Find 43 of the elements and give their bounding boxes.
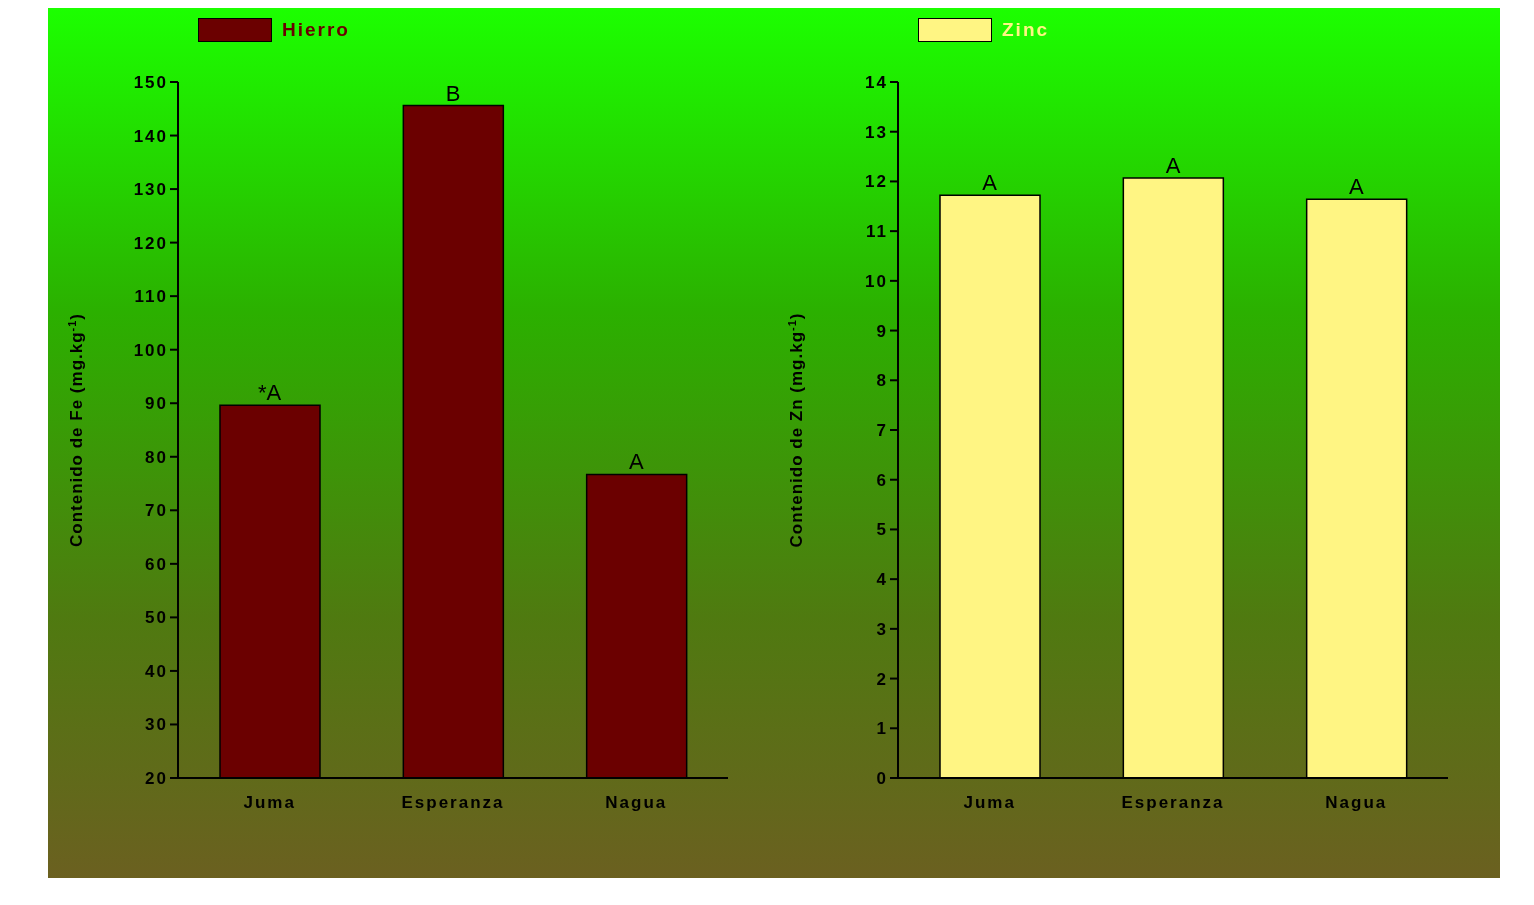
x-tick-label: Juma	[963, 793, 1016, 813]
y-tick-label: 6	[876, 470, 888, 490]
y-tick-label: 80	[145, 447, 168, 467]
x-tick-label: Nagua	[605, 793, 668, 813]
y-tick-label: 13	[865, 122, 888, 142]
y-tick-label: 60	[145, 554, 168, 574]
y-tick-label: 40	[145, 661, 168, 681]
y-tick-label: 50	[145, 608, 168, 628]
y-tick-label: 90	[145, 394, 168, 414]
y-tick-label: 14	[865, 73, 888, 93]
annotation: A	[1348, 174, 1364, 200]
y-tick-label: 70	[145, 501, 168, 521]
y-tick-label: 20	[145, 769, 168, 789]
y-tick-label: 120	[133, 233, 168, 253]
x-tick-label: Esperanza	[1121, 793, 1225, 813]
annotation: A	[982, 170, 998, 196]
y-tick-label: 12	[865, 172, 888, 192]
annotation: *A	[258, 380, 282, 406]
annotation: A	[628, 449, 644, 475]
y-tick-label: 110	[134, 287, 168, 307]
y-tick-label: 8	[876, 371, 888, 391]
y-tick-label: 1	[876, 719, 888, 739]
y-tick-label: 100	[133, 340, 168, 360]
y-tick-label: 130	[133, 180, 168, 200]
x-tick-label: Nagua	[1325, 793, 1388, 813]
y-tick-label: 11	[866, 222, 888, 242]
y-tick-label: 140	[133, 126, 168, 146]
legend-label: Zinc	[1002, 19, 1050, 41]
annotation: A	[1165, 152, 1181, 178]
y-tick-label: 0	[876, 769, 888, 789]
x-tick-label: Esperanza	[401, 793, 505, 813]
legend-label: Hierro	[282, 19, 350, 41]
annotation: B	[445, 80, 461, 106]
y-tick-label: 2	[876, 669, 888, 689]
y-tick-label: 4	[876, 570, 888, 590]
y-tick-label: 7	[876, 421, 888, 441]
y-tick-label: 10	[865, 271, 888, 291]
y-tick-label: 150	[133, 73, 168, 93]
y-tick-label: 9	[876, 321, 888, 341]
y-tick-label: 5	[876, 520, 888, 540]
y-tick-label: 30	[145, 715, 168, 735]
x-tick-label: Juma	[243, 793, 296, 813]
y-tick-label: 3	[876, 619, 888, 639]
